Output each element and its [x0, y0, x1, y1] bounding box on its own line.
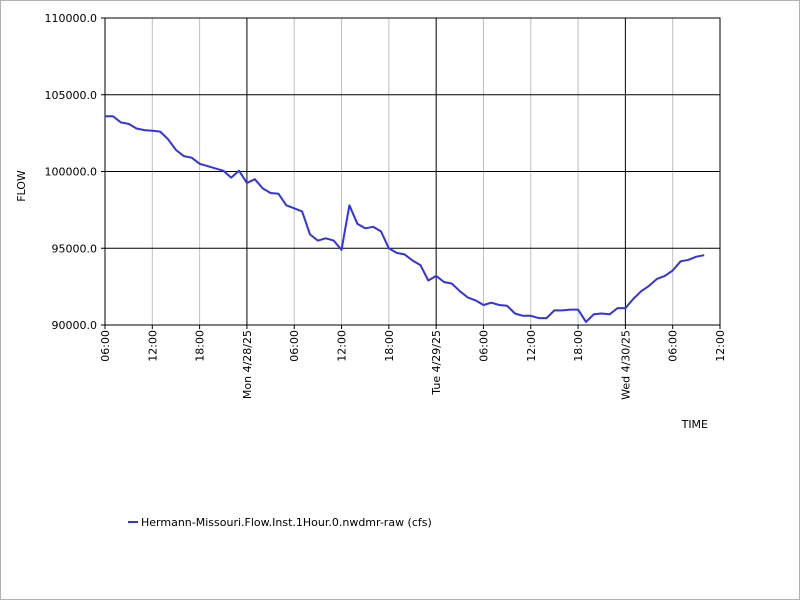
- x-tick-label: 06:00: [288, 330, 301, 362]
- y-tick-label: 95000.0: [52, 242, 98, 255]
- x-axis-title: TIME: [681, 418, 708, 431]
- x-tick-label: 18:00: [194, 330, 207, 362]
- y-tick-label: 100000.0: [45, 166, 98, 179]
- grid-layer: [105, 18, 720, 325]
- x-tick-label: 12:00: [146, 330, 159, 362]
- x-axis: 06:00 12:00 18:00 Mon 4/28/25 06:00 12:00 18:0…: [99, 325, 727, 400]
- y-tick-label: 90000.0: [52, 319, 98, 332]
- y-tick-label: 105000.0: [45, 89, 98, 102]
- y-axis-title: FLOW: [15, 170, 28, 202]
- series-layer: [105, 115, 705, 323]
- legend-label: Hermann-Missouri.Flow.Inst.1Hour.0.nwdmr…: [141, 516, 432, 529]
- x-tick-label: 06:00: [99, 330, 112, 362]
- x-tick-label: 12:00: [525, 330, 538, 362]
- y-axis: 90000.0 95000.0 100000.0 105000.0 110000.0: [45, 12, 105, 332]
- x-tick-label: 06:00: [477, 330, 490, 362]
- x-tick-label: Wed 4/30/25: [619, 330, 632, 400]
- x-tick-label: Mon 4/28/25: [241, 330, 254, 399]
- x-tick-label: 18:00: [572, 330, 585, 362]
- x-tick-label: 06:00: [667, 330, 680, 362]
- x-tick-label: 12:00: [714, 330, 727, 362]
- series-line-0: [105, 115, 705, 323]
- x-tick-label: Tue 4/29/25: [430, 330, 443, 396]
- x-tick-label: 18:00: [383, 330, 396, 362]
- x-tick-label: 12:00: [336, 330, 349, 362]
- legend: Hermann-Missouri.Flow.Inst.1Hour.0.nwdmr…: [128, 516, 432, 529]
- y-tick-label: 110000.0: [45, 12, 98, 25]
